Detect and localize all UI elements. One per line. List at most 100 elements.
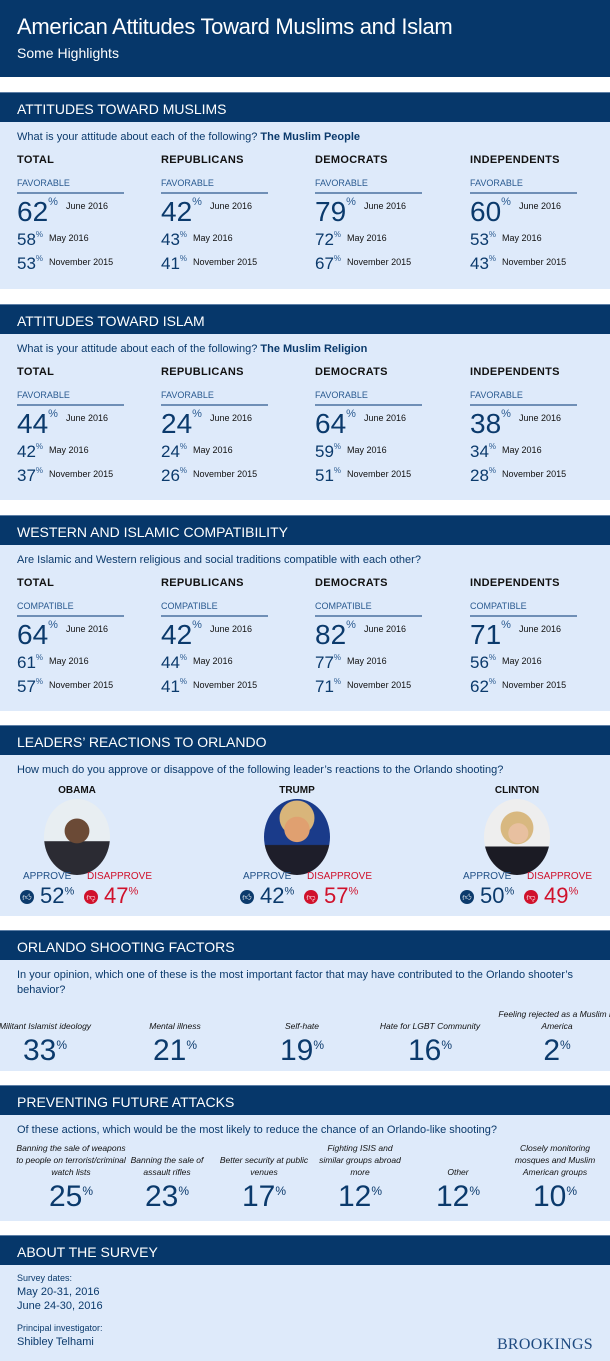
action-value-wrap: 12%: [412, 1180, 504, 1214]
percent-sign: %: [560, 1038, 571, 1052]
percent-sign: %: [186, 1038, 198, 1052]
stat-section: ATTITUDES TOWARD MUSLIMS What is your att…: [0, 92, 610, 289]
stat-row: 58% May 2016: [17, 230, 89, 250]
stat-row: 62% June 2016: [17, 196, 108, 228]
action-label: Better security at public venues: [219, 1155, 309, 1177]
percent-sign: %: [192, 196, 202, 208]
stat-date: November 2015: [193, 257, 258, 267]
factor-item: Feeling rejected as a Muslim in America 2…: [497, 996, 610, 1068]
group-name: INDEPENDENTS: [470, 154, 560, 166]
group-column: TOTAL COMPATIBLE 64% June 2016 61% May 2016 57…: [17, 545, 127, 711]
section-heading: ATTITUDES TOWARD ISLAM: [0, 304, 610, 334]
percent-sign: %: [179, 442, 188, 451]
section-body: Of these actions, which would be the mos…: [0, 1115, 610, 1221]
stat-row: 72% May 2016: [315, 230, 387, 250]
stat-value: 42: [161, 196, 193, 227]
action-value-wrap: 17%: [218, 1180, 310, 1214]
stat-row: 42% May 2016: [17, 442, 89, 462]
section-body: What is your attitude about each of the …: [0, 334, 610, 500]
stat-value: 62: [17, 196, 49, 227]
stat-row: 24% May 2016: [161, 442, 233, 462]
stat-value: 82: [315, 619, 347, 650]
factor-value: 16: [407, 1034, 442, 1067]
stat-date: June 2016: [65, 413, 108, 423]
stat-value: 41: [161, 677, 180, 696]
percent-sign: %: [333, 230, 342, 239]
factor-item: Hate for LGBT Community 16%: [370, 996, 490, 1068]
stat-value: 44: [17, 408, 49, 439]
approve-value: 42: [260, 883, 285, 908]
stat-value: 43: [161, 230, 180, 249]
percent-sign: %: [56, 1038, 68, 1052]
action-value: 23: [144, 1180, 179, 1213]
stat-value: 61: [17, 653, 36, 672]
action-label: Closely monitoring mosques and Muslim Am…: [514, 1143, 596, 1177]
percent-sign: %: [346, 196, 356, 208]
stat-value: 38: [470, 408, 502, 439]
approve-label: APPROVE: [243, 871, 292, 882]
group-name: INDEPENDENTS: [470, 366, 560, 378]
stat-value: 60: [470, 196, 502, 227]
stat-row: 56% May 2016: [470, 653, 542, 673]
approve-stat: 👍︎ 42%: [240, 883, 294, 909]
stat-value: 56: [470, 653, 489, 672]
question: Are Islamic and Western religious and so…: [17, 553, 590, 568]
stat-row: 44% June 2016: [17, 408, 108, 440]
factor-value-wrap: 21%: [115, 1034, 235, 1068]
stat-row: 57% November 2015: [17, 677, 113, 697]
factor-value-wrap: 19%: [242, 1034, 362, 1068]
investigator-name: Shibley Telhami: [17, 1336, 94, 1348]
percent-sign: %: [346, 408, 356, 420]
action-label: Banning the sale of assault rifles: [130, 1155, 204, 1177]
factors-section: ORLANDO SHOOTING FACTORS In your opinion,…: [0, 930, 610, 1071]
stat-row: 41% November 2015: [161, 677, 257, 697]
disapprove-value: 49: [544, 883, 569, 908]
stat-value: 62: [470, 677, 489, 696]
group-column: DEMOCRATS FAVORABLE 79% June 2016 72% May 201…: [315, 122, 425, 289]
percent-sign: %: [348, 885, 359, 898]
percent-sign: %: [48, 196, 58, 208]
group-column: TOTAL FAVORABLE 44% June 2016 42% May 2016 37%…: [17, 334, 127, 500]
group-column: REPUBLICANS FAVORABLE 42% June 2016 43% May 2…: [161, 122, 271, 289]
percent-sign: %: [469, 1184, 481, 1198]
group-column: REPUBLICANS COMPATIBLE 42% June 2016 44% May …: [161, 545, 271, 711]
approve-value: 50: [480, 883, 505, 908]
measure-label: COMPATIBLE: [315, 601, 422, 617]
stat-date: November 2015: [193, 680, 258, 690]
stat-value: 71: [315, 677, 334, 696]
prevent-section: PREVENTING FUTURE ATTACKS Of these action…: [0, 1085, 610, 1221]
leader-photo: [44, 799, 110, 875]
percent-sign: %: [504, 885, 515, 898]
action-label: Fighting ISIS and similar groups abroad …: [319, 1143, 401, 1177]
question: How much do you approve or disappove of …: [17, 764, 504, 776]
section-body: In your opinion, which one of these is t…: [0, 960, 610, 1071]
percent-sign: %: [179, 230, 188, 239]
percent-sign: %: [313, 1038, 325, 1052]
stat-value: 77: [315, 653, 334, 672]
question-subject: The Muslim Religion: [260, 343, 368, 355]
stat-date: May 2016: [49, 233, 89, 243]
question-text: What is your attitude about each of the …: [17, 131, 258, 143]
group-name: TOTAL: [17, 154, 55, 166]
percent-sign: %: [128, 885, 139, 898]
stat-row: 42% June 2016: [161, 196, 252, 228]
action-value: 25: [48, 1180, 83, 1213]
stat-value: 57: [17, 677, 36, 696]
percent-sign: %: [333, 442, 342, 451]
stat-date: November 2015: [49, 469, 114, 479]
measure-label: FAVORABLE: [470, 390, 577, 406]
stat-date: November 2015: [49, 680, 114, 690]
question: What is your attitude about each of the …: [17, 130, 590, 145]
action-item: Banning the sale of weapons to people on…: [16, 1142, 126, 1214]
question: Of these actions, which would be the mos…: [17, 1124, 497, 1136]
group-name: INDEPENDENTS: [470, 577, 560, 589]
thumbs-down-icon: 👎︎: [84, 890, 98, 904]
percent-sign: %: [333, 254, 342, 263]
stat-row: 82% June 2016: [315, 619, 406, 651]
percent-sign: %: [333, 466, 342, 475]
stat-value: 79: [315, 196, 347, 227]
survey-date: May 20-31, 2016: [17, 1286, 100, 1298]
stat-value: 64: [315, 408, 347, 439]
measure-label: COMPATIBLE: [17, 601, 124, 617]
percent-sign: %: [488, 442, 497, 451]
